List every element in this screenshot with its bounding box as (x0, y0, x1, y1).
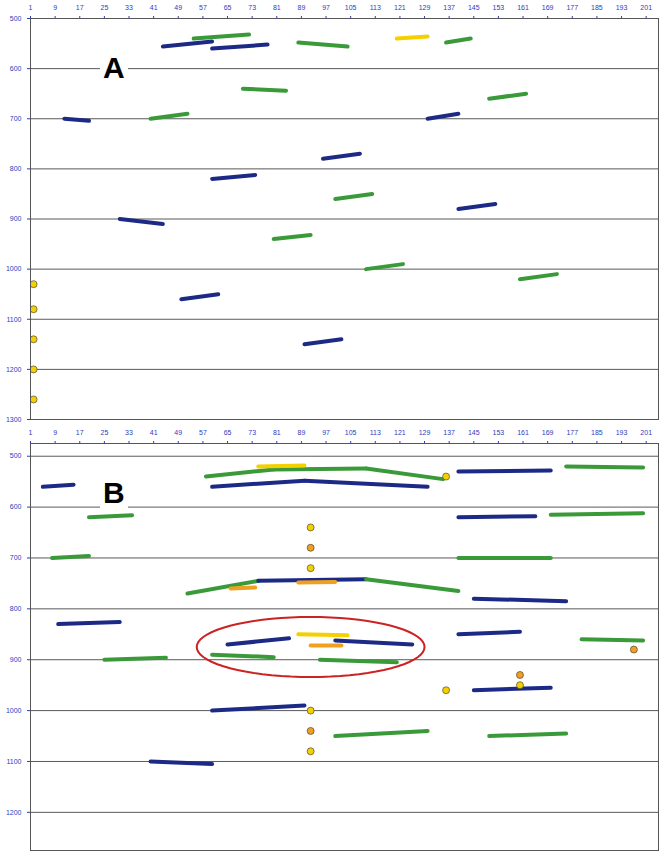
svg-text:105: 105 (345, 4, 357, 11)
svg-text:185: 185 (591, 429, 603, 436)
svg-text:1100: 1100 (6, 315, 21, 322)
svg-text:900: 900 (10, 656, 22, 663)
svg-text:49: 49 (174, 4, 182, 11)
svg-text:17: 17 (76, 4, 84, 11)
svg-text:153: 153 (493, 4, 505, 11)
svg-text:1300: 1300 (6, 416, 22, 423)
html-text:A: A (103, 51, 125, 84)
svg-text:500: 500 (10, 15, 22, 22)
svg-text:600: 600 (10, 65, 22, 72)
svg-text:1200: 1200 (6, 809, 22, 816)
svg-text:113: 113 (370, 4, 381, 11)
svg-text:500: 500 (10, 452, 22, 459)
svg-text:33: 33 (125, 4, 133, 11)
svg-text:161: 161 (517, 429, 529, 436)
html-text:B: B (103, 476, 125, 509)
svg-text:177: 177 (566, 429, 578, 436)
svg-text:97: 97 (322, 4, 330, 11)
svg-text:121: 121 (394, 4, 406, 11)
svg-text:89: 89 (298, 429, 306, 436)
svg-text:81: 81 (273, 4, 281, 11)
svg-text:25: 25 (100, 4, 108, 11)
svg-text:700: 700 (10, 115, 22, 122)
svg-text:1: 1 (29, 429, 33, 436)
svg-text:73: 73 (248, 429, 256, 436)
svg-text:121: 121 (394, 429, 406, 436)
svg-text:57: 57 (199, 4, 207, 11)
svg-text:33: 33 (125, 429, 133, 436)
svg-text:800: 800 (10, 605, 22, 612)
svg-text:57: 57 (199, 429, 207, 436)
svg-text:137: 137 (443, 429, 455, 436)
svg-text:600: 600 (10, 503, 22, 510)
svg-text:129: 129 (419, 4, 431, 11)
svg-text:185: 185 (591, 4, 603, 11)
svg-text:9: 9 (53, 4, 57, 11)
svg-text:1000: 1000 (6, 265, 22, 272)
svg-text:65: 65 (224, 4, 232, 11)
svg-text:137: 137 (443, 4, 455, 11)
svg-text:9: 9 (53, 429, 57, 436)
svg-text:41: 41 (150, 4, 158, 11)
svg-text:113: 113 (370, 429, 381, 436)
svg-text:89: 89 (298, 4, 306, 11)
svg-text:169: 169 (542, 429, 554, 436)
svg-text:800: 800 (10, 165, 22, 172)
svg-text:97: 97 (322, 429, 330, 436)
svg-text:169: 169 (542, 4, 554, 11)
svg-text:193: 193 (616, 4, 628, 11)
svg-text:1: 1 (29, 4, 33, 11)
svg-text:49: 49 (174, 429, 182, 436)
svg-text:105: 105 (345, 429, 357, 436)
svg-text:145: 145 (468, 4, 480, 11)
svg-text:193: 193 (616, 429, 628, 436)
svg-text:81: 81 (273, 429, 281, 436)
svg-text:129: 129 (419, 429, 431, 436)
svg-text:900: 900 (10, 215, 22, 222)
svg-text:1000: 1000 (6, 707, 22, 714)
svg-text:161: 161 (517, 4, 529, 11)
svg-text:25: 25 (100, 429, 108, 436)
svg-text:201: 201 (640, 429, 652, 436)
svg-text:1100: 1100 (6, 758, 21, 765)
svg-text:41: 41 (150, 429, 158, 436)
svg-text:177: 177 (566, 4, 578, 11)
svg-text:700: 700 (10, 554, 22, 561)
svg-text:153: 153 (493, 429, 505, 436)
svg-text:65: 65 (224, 429, 232, 436)
svg-text:17: 17 (76, 429, 84, 436)
svg-text:201: 201 (640, 4, 652, 11)
svg-text:1200: 1200 (6, 366, 22, 373)
svg-text:73: 73 (248, 4, 256, 11)
svg-text:145: 145 (468, 429, 480, 436)
